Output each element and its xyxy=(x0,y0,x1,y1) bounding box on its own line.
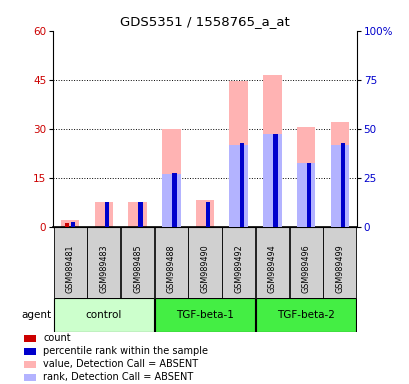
Bar xyxy=(71,222,75,227)
Text: percentile rank within the sample: percentile rank within the sample xyxy=(43,346,208,356)
Bar xyxy=(289,227,322,298)
Bar xyxy=(154,298,255,332)
Text: GSM989481: GSM989481 xyxy=(65,245,74,293)
Bar xyxy=(162,129,180,227)
Bar xyxy=(54,227,86,298)
Bar xyxy=(255,298,355,332)
Bar xyxy=(24,374,36,381)
Text: GSM989499: GSM989499 xyxy=(335,245,344,293)
Bar xyxy=(121,227,154,298)
Bar xyxy=(65,223,69,227)
Bar xyxy=(229,81,247,227)
Bar xyxy=(239,143,243,227)
Text: GSM989494: GSM989494 xyxy=(267,245,276,293)
Text: control: control xyxy=(85,310,122,320)
Bar xyxy=(104,202,109,227)
Bar xyxy=(128,202,146,227)
Bar xyxy=(323,227,355,298)
Text: GSM989490: GSM989490 xyxy=(200,245,209,293)
Text: agent: agent xyxy=(21,310,51,320)
Bar xyxy=(306,163,310,227)
Bar xyxy=(24,361,36,368)
Bar xyxy=(54,298,154,332)
Text: GSM989483: GSM989483 xyxy=(99,245,108,293)
Bar xyxy=(263,75,281,227)
Text: GSM989496: GSM989496 xyxy=(301,245,310,293)
Bar xyxy=(154,227,187,298)
Text: GSM989492: GSM989492 xyxy=(234,245,243,293)
Text: GSM989488: GSM989488 xyxy=(166,245,175,293)
Bar xyxy=(61,220,79,227)
Text: GSM989485: GSM989485 xyxy=(133,245,142,293)
Bar xyxy=(272,134,277,227)
Bar xyxy=(296,127,315,227)
Text: TGF-beta-1: TGF-beta-1 xyxy=(175,310,234,320)
Bar xyxy=(340,143,344,227)
Bar xyxy=(330,122,348,227)
Text: count: count xyxy=(43,333,71,343)
Title: GDS5351 / 1558765_a_at: GDS5351 / 1558765_a_at xyxy=(120,15,289,28)
Bar xyxy=(296,163,315,227)
Bar xyxy=(87,227,120,298)
Bar xyxy=(229,145,247,227)
Bar xyxy=(255,227,288,298)
Bar xyxy=(94,202,113,227)
Bar xyxy=(330,145,348,227)
Bar xyxy=(263,134,281,227)
Bar xyxy=(188,227,221,298)
Bar xyxy=(24,335,36,342)
Bar xyxy=(195,200,214,227)
Bar xyxy=(222,227,255,298)
Bar xyxy=(205,202,210,227)
Bar xyxy=(172,173,176,227)
Bar xyxy=(162,174,180,227)
Text: TGF-beta-2: TGF-beta-2 xyxy=(276,310,334,320)
Text: value, Detection Call = ABSENT: value, Detection Call = ABSENT xyxy=(43,359,198,369)
Text: rank, Detection Call = ABSENT: rank, Detection Call = ABSENT xyxy=(43,372,193,382)
Bar xyxy=(138,202,142,227)
Bar xyxy=(24,348,36,355)
